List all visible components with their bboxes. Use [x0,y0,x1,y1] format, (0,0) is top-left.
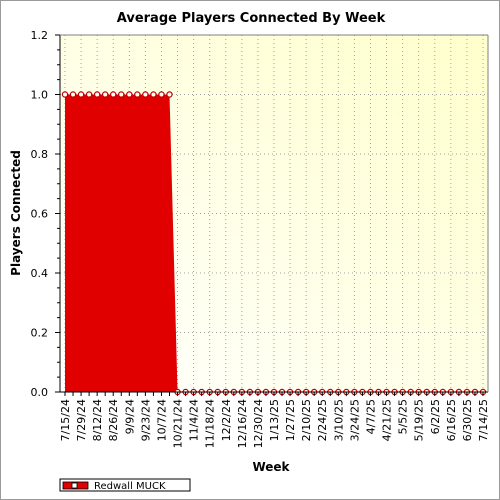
x-tick-label: 9/23/24 [139,399,152,441]
x-tick-label: 4/7/25 [364,399,377,434]
x-tick-label: 8/26/24 [107,399,120,441]
x-tick-label: 7/29/24 [75,399,88,441]
data-point [142,91,149,98]
x-tick-label: 11/4/24 [188,399,201,441]
x-tick-label: 3/10/25 [332,399,345,441]
x-tick-label: 4/21/25 [381,399,394,441]
legend: Redwall MUCK [59,478,191,492]
y-tick-label: 1.0 [31,89,49,102]
y-tick-label: 1.2 [31,29,49,42]
x-tick-label: 12/30/24 [252,399,265,448]
data-point [126,91,133,98]
x-tick-label: 3/24/25 [348,399,361,441]
legend-marker [71,482,78,489]
y-tick-label: 0.2 [31,327,49,340]
data-point [158,91,165,98]
axis-layer [55,34,489,396]
data-point [69,91,77,98]
x-tick-label: 5/5/25 [397,399,410,434]
x-tick-label: 1/13/25 [268,399,281,441]
data-point [77,91,85,98]
x-tick-label: 5/19/25 [413,399,426,441]
x-tick-label: 12/16/24 [236,399,249,448]
x-tick-label: 10/7/24 [155,399,168,441]
y-tick-labels: 0.0 0.2 0.4 0.6 0.8 1.0 1.2 [31,29,49,399]
data-point [110,91,117,98]
x-tick-labels: 7/15/24 7/29/24 8/12/24 8/26/24 9/9/24 9/23/2… [59,399,490,448]
chart-title: Average Players Connected By Week [117,11,386,26]
y-tick-label: 0.0 [31,386,49,399]
x-tick-label: 10/21/24 [172,399,185,448]
data-point [61,91,69,98]
data-point [118,91,125,98]
legend-label: Redwall MUCK [94,481,166,492]
x-tick-label: 6/16/25 [445,399,458,441]
x-tick-label: 2/24/25 [316,399,329,441]
y-axis-title: Players Connected [9,150,23,276]
y-tick-label: 0.6 [31,208,49,221]
x-tick-label: 9/9/24 [123,399,136,434]
legend-box [59,478,191,492]
x-tick-label: 11/18/24 [204,399,217,448]
x-axis-title: Week [252,460,290,474]
data-point [166,91,173,98]
data-point [150,91,157,98]
x-tick-label: 6/2/25 [429,399,442,434]
data-point [85,91,93,98]
y-tick-label: 0.4 [31,267,49,280]
x-tick-label: 2/10/25 [300,399,313,441]
x-tick-label: 7/15/24 [59,399,72,441]
x-tick-label: 7/14/25 [477,399,490,441]
series-area-layer [65,94,483,392]
series-area [65,94,483,392]
y-tick-label: 0.8 [31,148,49,161]
x-tick-label: 12/2/24 [220,399,233,441]
data-point [101,91,109,98]
data-point [93,91,101,98]
x-tick-label: 8/12/24 [91,399,104,441]
data-point [134,91,141,98]
x-tick-label: 1/27/25 [284,399,297,441]
x-tick-label: 6/30/25 [461,399,474,441]
